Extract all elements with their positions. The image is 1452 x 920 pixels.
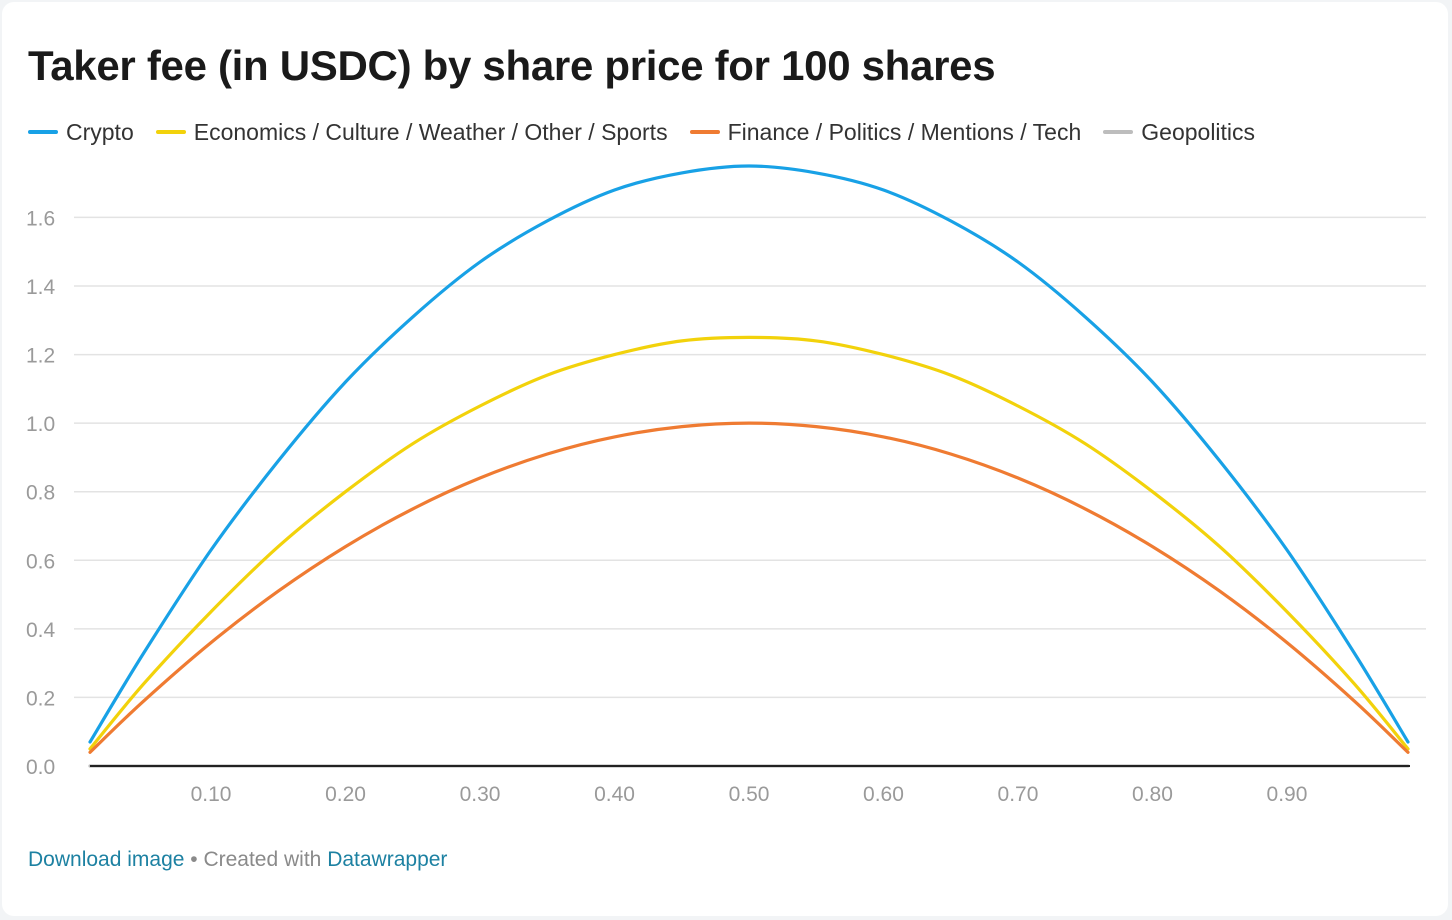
- y-tick-label: 0.8: [26, 482, 55, 505]
- legend-item-finance: Finance / Politics / Mentions / Tech: [689, 118, 1082, 146]
- datawrapper-link[interactable]: Datawrapper: [327, 848, 448, 871]
- x-tick-label: 0.60: [863, 783, 904, 806]
- legend-label-finance: Finance / Politics / Mentions / Tech: [727, 118, 1082, 145]
- legend-swatch-economics: [155, 130, 186, 134]
- y-tick-label: 1.0: [26, 413, 55, 436]
- footer: Download image • Created with Datawrappe…: [28, 848, 447, 872]
- legend-item-crypto: Crypto: [28, 119, 134, 146]
- x-tick-label: 0.50: [729, 783, 770, 806]
- legend-swatch-geopolitics: [1103, 130, 1134, 134]
- legend-label-crypto: Crypto: [66, 118, 134, 145]
- x-tick-label: 0.20: [325, 783, 366, 806]
- line-chart: 0.0 0.2 0.4 0.6 0.8 1.0 1.2 1.4 1.6 0.10 0.20 0.30 0…: [26, 164, 1426, 806]
- y-tick-label: 0.2: [26, 687, 55, 710]
- series-line-economics: [88, 335, 1410, 751]
- legend-label-economics: Economics / Culture / Weather / Other / …: [193, 118, 668, 145]
- x-tick-label: 0.30: [460, 783, 501, 806]
- series-line-finance: [88, 421, 1410, 754]
- legend-label-geopolitics: Geopolitics: [1141, 118, 1256, 145]
- x-tick-label: 0.90: [1267, 783, 1308, 806]
- x-tick-label: 0.70: [998, 783, 1039, 806]
- chart-legend: Crypto Economics / Culture / Weather / O…: [28, 116, 1277, 148]
- footer-separator: • Created with: [184, 848, 328, 871]
- y-tick-label: 1.6: [26, 207, 55, 230]
- x-tick-label: 0.40: [594, 783, 635, 806]
- y-tick-label: 0.4: [26, 619, 56, 642]
- chart-title: Taker fee (in USDC) by share price for 1…: [28, 42, 996, 89]
- x-tick-label: 0.80: [1132, 783, 1173, 806]
- legend-item-economics: Economics / Culture / Weather / Other / …: [155, 118, 668, 146]
- download-image-link[interactable]: Download image: [28, 848, 185, 871]
- y-tick-label: 1.2: [26, 345, 55, 368]
- legend-swatch-crypto: [28, 130, 58, 134]
- y-tick-label: 1.4: [26, 276, 56, 299]
- x-tick-label: 0.10: [191, 783, 232, 806]
- legend-swatch-finance: [689, 130, 720, 134]
- y-tick-label: 0.6: [26, 550, 55, 573]
- y-tick-label: 0.0: [26, 756, 55, 779]
- legend-item-geopolitics: Geopolitics: [1103, 119, 1255, 146]
- series-line-crypto: [88, 164, 1410, 744]
